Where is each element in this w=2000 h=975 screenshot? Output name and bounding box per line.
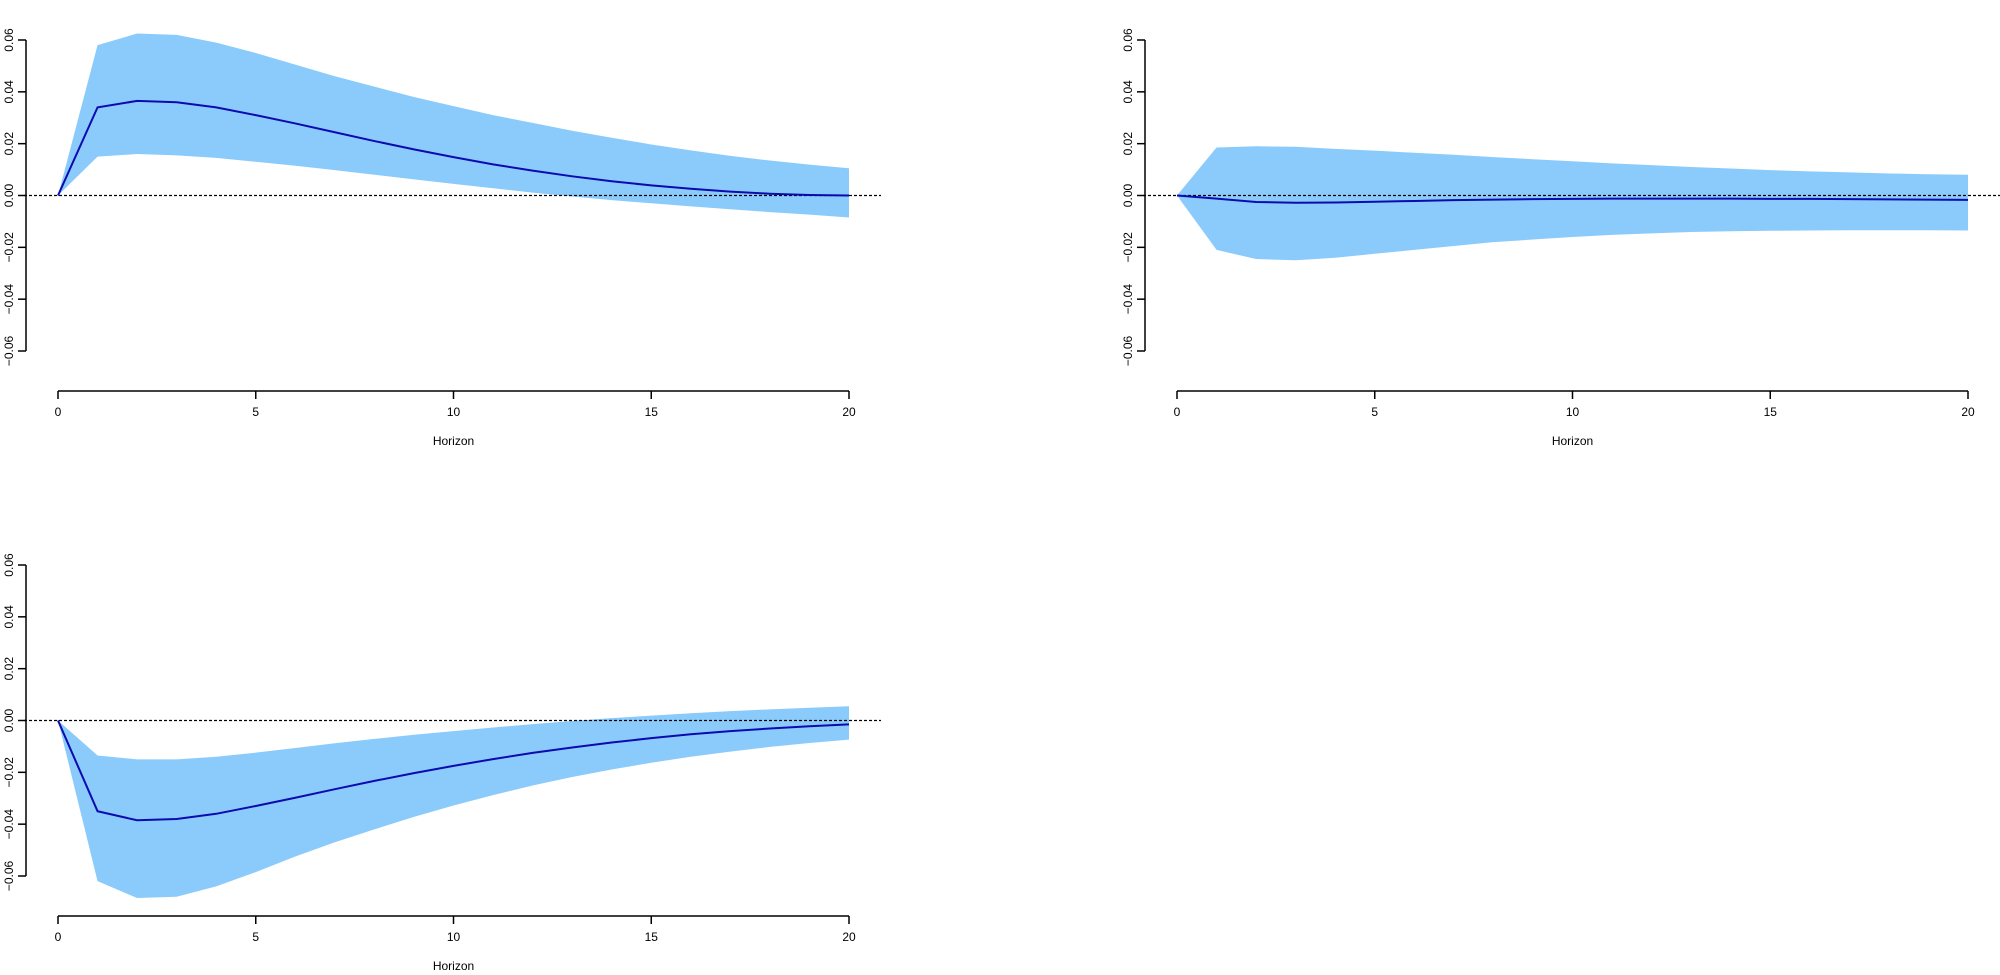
x-tick-label: 15	[1764, 405, 1778, 419]
confidence-band	[1177, 146, 1968, 261]
x-tick-label: 15	[645, 930, 659, 944]
y-tick-label: −0.02	[2, 232, 16, 263]
median-response-line	[1176, 194, 1969, 204]
confidence-band	[58, 33, 849, 218]
y-tick-label: 0.06	[2, 553, 16, 577]
y-tick-label: 0.04	[2, 80, 16, 104]
y-tick-label: −0.06	[1121, 335, 1135, 366]
x-axis-title: Horizon	[433, 959, 474, 973]
x-tick-label: 20	[842, 930, 856, 944]
y-tick-label: 0.06	[1121, 28, 1135, 52]
confidence-band	[58, 706, 849, 899]
y-tick-label: −0.04	[2, 809, 16, 840]
y-tick-label: 0.04	[1121, 80, 1135, 104]
y-tick-label: 0.00	[1121, 183, 1135, 207]
x-tick-label: 0	[1174, 405, 1181, 419]
y-tick-label: 0.00	[2, 183, 16, 207]
y-tick-label: 0.06	[2, 28, 16, 52]
x-tick-label: 0	[55, 405, 62, 419]
x-tick-label: 5	[252, 405, 259, 419]
median-response-line	[57, 720, 850, 822]
y-tick-label: −0.06	[2, 335, 16, 366]
y-tick-label: −0.02	[1121, 232, 1135, 263]
x-tick-label: 0	[55, 930, 62, 944]
x-tick-label: 15	[645, 405, 659, 419]
irf-panel-top-left: −0.06 −0.04 −0.02 0.00 0.02 0.04 0.06 0 5 10 15 20 H…	[2, 28, 881, 448]
x-tick-label: 5	[1371, 405, 1378, 419]
y-tick-label: 0.00	[2, 708, 16, 732]
irf-panel-top-right: −0.06 −0.04 −0.02 0.00 0.02 0.04 0.06 0 5 10 15 20 H…	[1121, 28, 2000, 448]
y-tick-label: 0.04	[2, 605, 16, 629]
x-tick-label: 10	[447, 930, 461, 944]
x-axis-title: Horizon	[433, 434, 474, 448]
x-tick-label: 10	[1566, 405, 1580, 419]
x-axis-title: Horizon	[1552, 434, 1593, 448]
x-tick-label: 20	[1961, 405, 1975, 419]
y-tick-label: −0.02	[2, 757, 16, 788]
x-tick-label: 20	[842, 405, 856, 419]
x-tick-label: 5	[252, 930, 259, 944]
y-tick-label: −0.04	[1121, 284, 1135, 315]
x-tick-label: 10	[447, 405, 461, 419]
irf-panel-bottom-left: −0.06 −0.04 −0.02 0.00 0.02 0.04 0.06 0 5 10 15 20 H…	[2, 553, 881, 973]
y-tick-label: −0.04	[2, 284, 16, 315]
y-tick-label: 0.02	[2, 132, 16, 156]
y-tick-label: 0.02	[1121, 132, 1135, 156]
y-tick-label: −0.06	[2, 860, 16, 891]
y-tick-label: 0.02	[2, 657, 16, 681]
median-response-line	[57, 99, 850, 197]
